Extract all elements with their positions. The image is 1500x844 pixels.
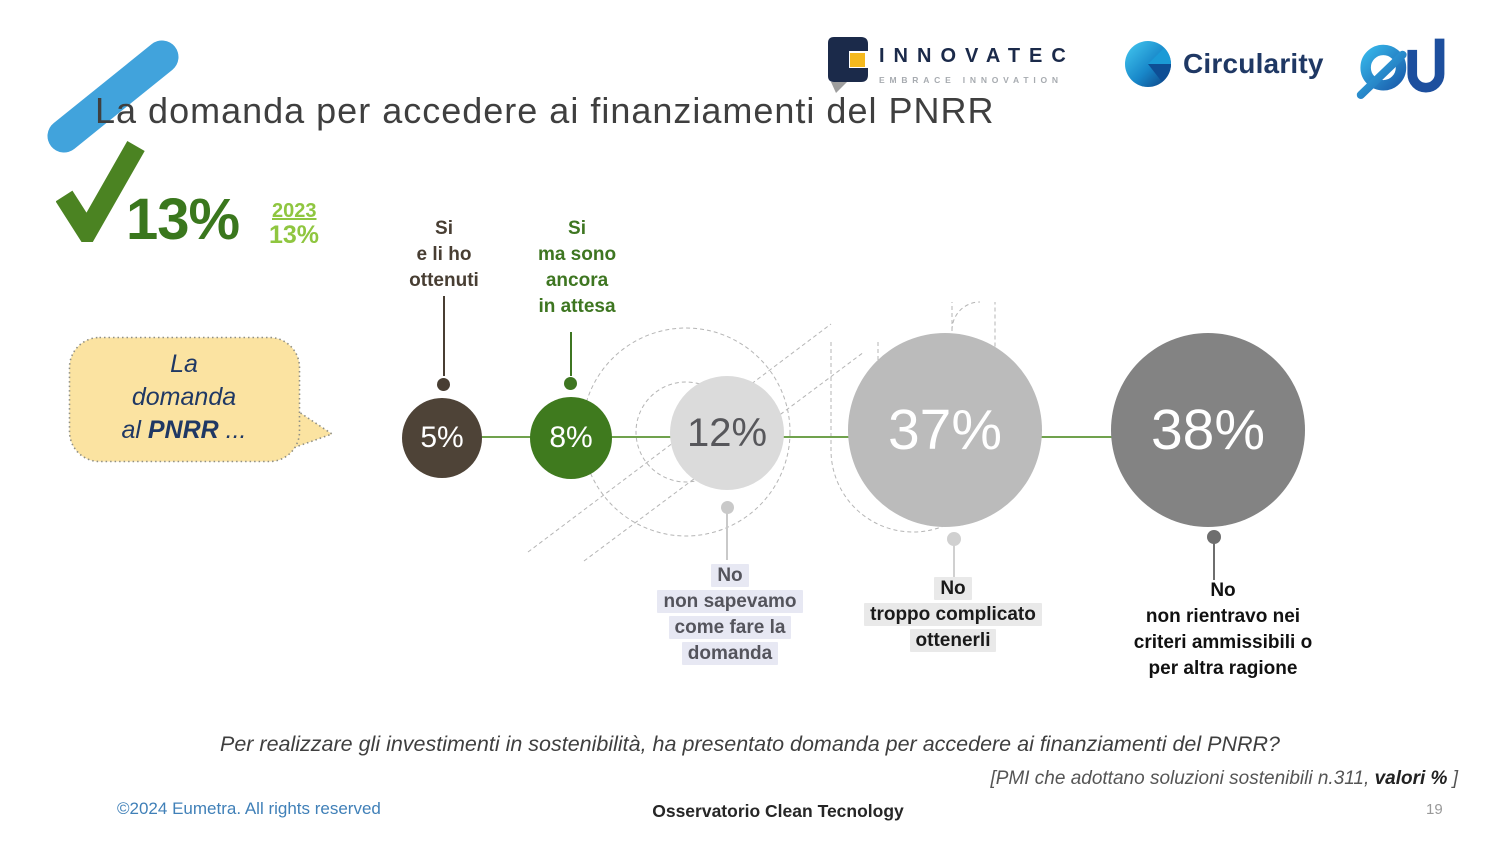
label-si-ottenuti: Si e li ho ottenuti	[409, 218, 479, 291]
innovatec-name: INNOVATEC	[879, 45, 1075, 67]
blue-swoosh-decoration	[47, 40, 179, 153]
bubble-5pct: 5%	[402, 398, 482, 478]
circularity-icon	[1125, 41, 1171, 87]
label-no-criteri: No non rientravo nei criteri ammissibili o…	[1133, 580, 1313, 679]
innovatec-logo: INNOVATEC EMBRACE INNOVATION	[827, 36, 1075, 94]
label-si-in-attesa: Si ma sono ancora in attesa	[537, 218, 617, 317]
connector-line-12pct	[726, 513, 728, 560]
bubble-38pct: 38%	[1111, 333, 1305, 527]
circularity-logo: Circularity	[1124, 40, 1324, 88]
connector-line-38pct	[1213, 543, 1215, 580]
connector-axis-line	[442, 436, 1208, 438]
bubble-38pct-value: 38%	[1150, 398, 1266, 462]
sample-note: [PMI che adottano soluzioni sostenibili …	[990, 768, 1458, 789]
label-no-non-sapevamo: No non sapevamo come fare la domanda	[640, 563, 820, 667]
connector-dot-38pct	[1207, 530, 1221, 544]
slide-title: La domanda per accedere ai finanziamenti…	[95, 90, 995, 131]
callout-shape	[68, 336, 334, 463]
circularity-name: Circularity	[1183, 48, 1324, 79]
connector-line-5pct	[443, 296, 445, 376]
connector-dot-5pct	[437, 378, 450, 391]
callout-text: La domanda al PNRR ...	[121, 350, 247, 444]
connector-dot-12pct	[721, 501, 734, 514]
eu-logo	[1356, 38, 1445, 99]
connector-dot-8pct	[564, 377, 577, 390]
bubble-8pct-value: 8%	[549, 421, 593, 454]
footer-title: Osservatorio Clean Tecnology	[652, 801, 904, 821]
connector-dot-37pct	[947, 532, 961, 546]
bubble-37pct-value: 37%	[887, 398, 1003, 462]
previous-year-value: 13%	[269, 221, 320, 249]
survey-question: Per realizzare gli investimenti in soste…	[219, 732, 1281, 756]
copyright: ©2024 Eumetra. All rights reserved	[117, 799, 381, 818]
innovatec-tagline: EMBRACE INNOVATION	[879, 75, 1063, 85]
label-no-troppo-complicato: No troppo complicato ottenerli	[843, 576, 1063, 654]
bubble-12pct: 12%	[670, 376, 784, 490]
previous-year-label: 2023	[272, 200, 317, 222]
page-number: 19	[1426, 801, 1443, 818]
current-year-value: 13%	[126, 187, 240, 252]
callout-bubble: La domanda al PNRR ...	[68, 336, 338, 466]
bubble-37pct: 37%	[848, 333, 1042, 527]
bubble-5pct-value: 5%	[420, 421, 464, 454]
innovatec-icon	[828, 37, 868, 93]
bubble-8pct: 8%	[530, 397, 612, 479]
bubble-12pct-value: 12%	[686, 410, 768, 455]
connector-line-8pct	[570, 332, 572, 376]
checkmark-icon	[56, 141, 145, 242]
connector-line-37pct	[953, 545, 955, 578]
